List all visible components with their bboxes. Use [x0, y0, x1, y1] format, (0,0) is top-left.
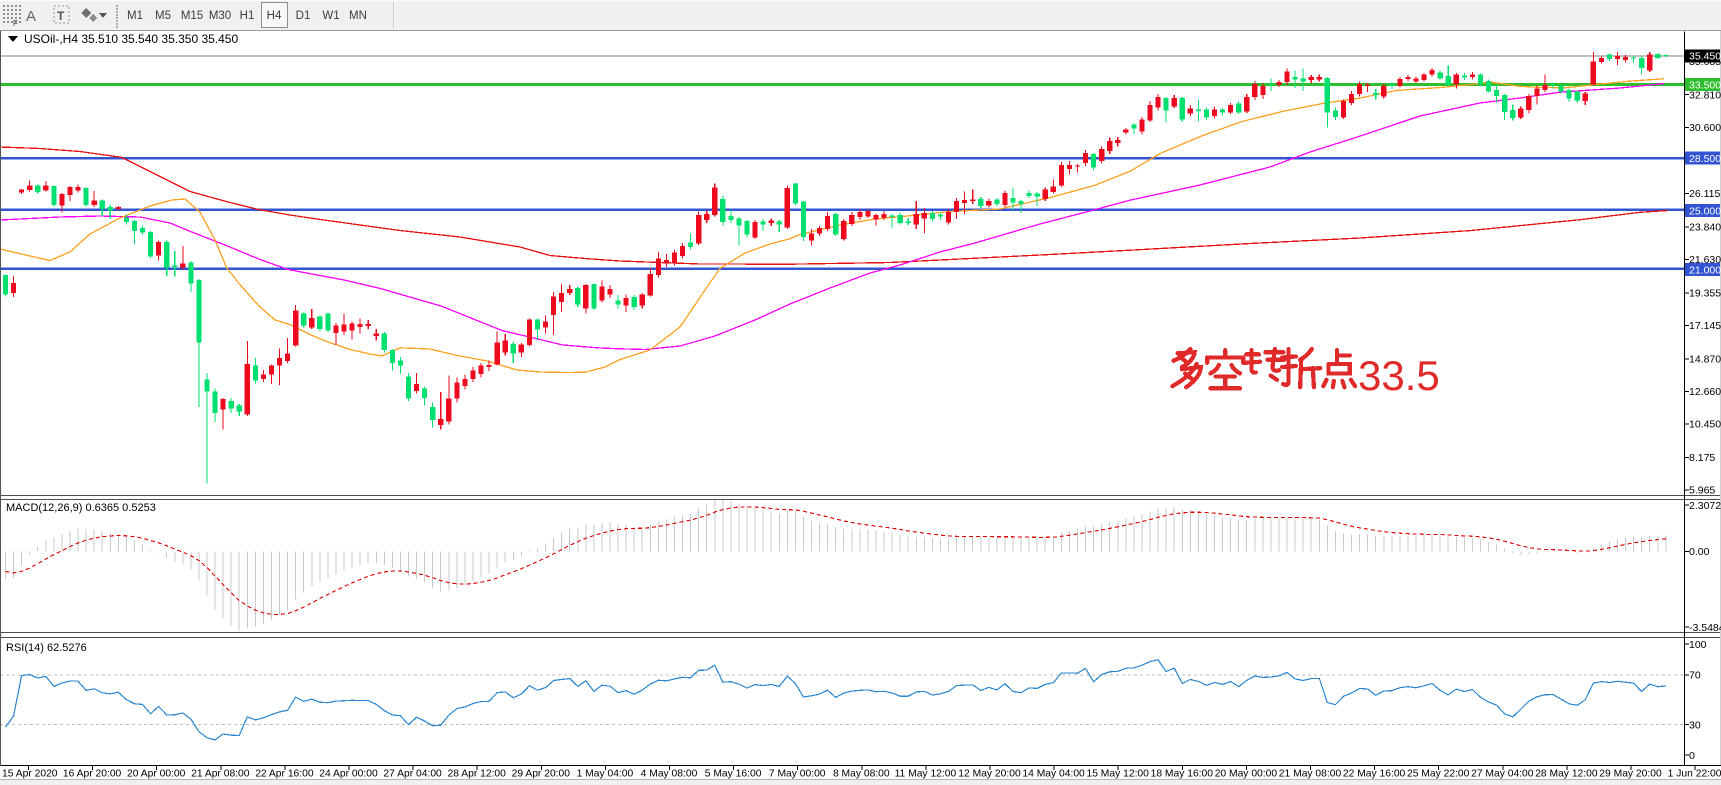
svg-text:12 May 20:00: 12 May 20:00 — [958, 769, 1021, 780]
svg-text:33.5: 33.5 — [1358, 352, 1440, 399]
svg-text:25.000: 25.000 — [1689, 206, 1721, 218]
svg-text:22 May 16:00: 22 May 16:00 — [1343, 769, 1406, 780]
svg-text:15 May 12:00: 15 May 12:00 — [1086, 769, 1149, 780]
svg-text:22 Apr 16:00: 22 Apr 16:00 — [255, 769, 314, 780]
svg-text:14 May 04:00: 14 May 04:00 — [1022, 769, 1085, 780]
svg-text:29 May 20:00: 29 May 20:00 — [1599, 769, 1662, 780]
svg-text:5 May 16:00: 5 May 16:00 — [705, 769, 762, 780]
svg-text:35.450: 35.450 — [1689, 51, 1721, 63]
svg-text:18 May 16:00: 18 May 16:00 — [1151, 769, 1214, 780]
svg-text:D1: D1 — [296, 10, 311, 22]
svg-text:16 Apr 20:00: 16 Apr 20:00 — [63, 769, 122, 780]
svg-text:28 Apr 12:00: 28 Apr 12:00 — [447, 769, 506, 780]
svg-text:26.115: 26.115 — [1689, 188, 1720, 200]
svg-text:21 May 08:00: 21 May 08:00 — [1279, 769, 1342, 780]
svg-text:21.000: 21.000 — [1689, 264, 1721, 276]
svg-text:70: 70 — [1689, 670, 1701, 682]
svg-text:20 May 00:00: 20 May 00:00 — [1215, 769, 1278, 780]
svg-text:28.500: 28.500 — [1689, 153, 1721, 165]
svg-text:0.00: 0.00 — [1689, 546, 1710, 558]
svg-text:20 Apr 00:00: 20 Apr 00:00 — [127, 769, 186, 780]
svg-text:MN: MN — [349, 10, 367, 22]
svg-text:M15: M15 — [181, 10, 203, 22]
svg-text:30: 30 — [1689, 719, 1701, 731]
svg-text:27 Apr 04:00: 27 Apr 04:00 — [383, 769, 442, 780]
svg-text:2.3072: 2.3072 — [1689, 500, 1721, 512]
svg-text:F: F — [13, 19, 18, 28]
svg-text:21 Apr 08:00: 21 Apr 08:00 — [191, 769, 250, 780]
svg-text:23.840: 23.840 — [1689, 222, 1721, 234]
svg-text:28 May 12:00: 28 May 12:00 — [1535, 769, 1598, 780]
svg-text:4 May 08:00: 4 May 08:00 — [641, 769, 698, 780]
svg-text:H4: H4 — [267, 10, 282, 22]
svg-text:M1: M1 — [127, 10, 143, 22]
svg-text:W1: W1 — [322, 10, 339, 22]
svg-text:1 May 04:00: 1 May 04:00 — [577, 769, 634, 780]
svg-text:100: 100 — [1689, 639, 1707, 651]
svg-text:30.600: 30.600 — [1689, 122, 1721, 134]
svg-text:USOil-,H4 35.510 35.540 35.35: USOil-,H4 35.510 35.540 35.350 35.450 — [24, 32, 238, 46]
svg-text:10.450: 10.450 — [1689, 419, 1721, 431]
svg-text:M5: M5 — [155, 10, 171, 22]
svg-text:H1: H1 — [240, 10, 255, 22]
svg-text:17.145: 17.145 — [1689, 320, 1721, 332]
svg-text:24 Apr 00:00: 24 Apr 00:00 — [319, 769, 378, 780]
svg-text:14.870: 14.870 — [1689, 354, 1721, 366]
svg-text:M30: M30 — [209, 10, 231, 22]
svg-text:RSI(14) 62.5276: RSI(14) 62.5276 — [6, 642, 87, 654]
svg-text:19.355: 19.355 — [1689, 288, 1721, 300]
svg-text:T: T — [57, 9, 65, 23]
svg-text:-3.5484: -3.5484 — [1689, 622, 1721, 634]
svg-text:15 Apr 2020: 15 Apr 2020 — [2, 769, 58, 780]
svg-text:25 May 22:00: 25 May 22:00 — [1407, 769, 1470, 780]
svg-text:5.965: 5.965 — [1689, 485, 1715, 497]
svg-text:1 Jun 22:00: 1 Jun 22:00 — [1668, 769, 1721, 780]
svg-text:27 May 04:00: 27 May 04:00 — [1471, 769, 1534, 780]
svg-text:32.810: 32.810 — [1689, 90, 1721, 102]
svg-text:A: A — [26, 8, 36, 25]
svg-text:8 May 08:00: 8 May 08:00 — [833, 769, 890, 780]
svg-text:7 May 00:00: 7 May 00:00 — [769, 769, 826, 780]
svg-text:0: 0 — [1689, 750, 1695, 762]
svg-text:11 May 12:00: 11 May 12:00 — [895, 769, 957, 780]
svg-text:MACD(12,26,9) 0.6365 0.5253: MACD(12,26,9) 0.6365 0.5253 — [6, 502, 156, 514]
svg-text:33.500: 33.500 — [1689, 79, 1721, 91]
svg-text:8.175: 8.175 — [1689, 452, 1715, 464]
svg-text:29 Apr 20:00: 29 Apr 20:00 — [512, 769, 571, 780]
svg-text:12.660: 12.660 — [1689, 386, 1721, 398]
